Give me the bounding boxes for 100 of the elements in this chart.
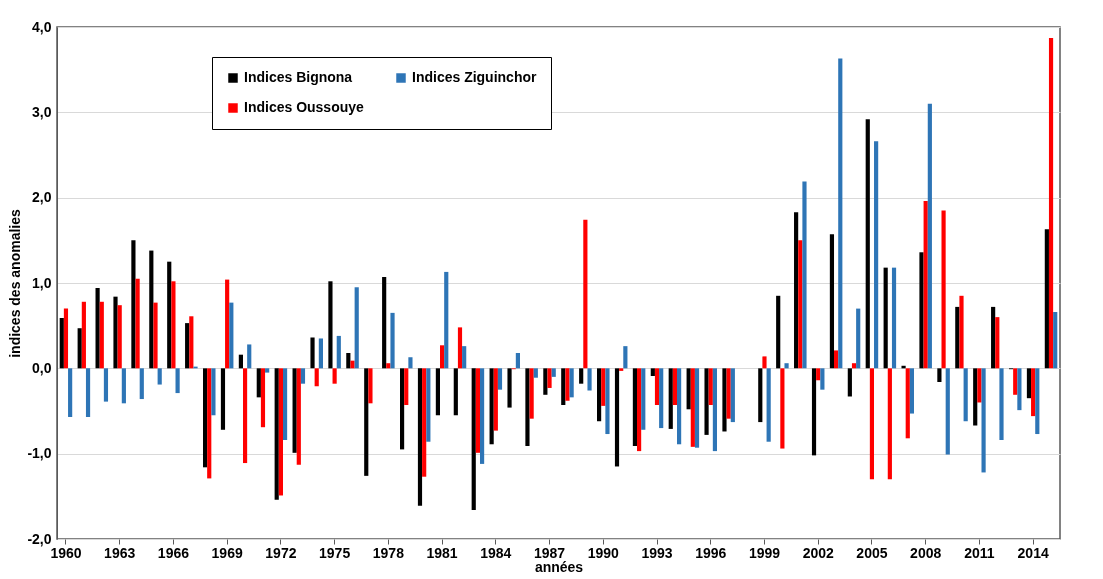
bar: [1035, 368, 1040, 435]
bar: [838, 58, 843, 369]
bar: [149, 250, 154, 369]
bar: [399, 368, 405, 450]
bar: [497, 368, 503, 390]
bar: [776, 295, 781, 369]
bar: [426, 368, 431, 442]
bar: [1048, 38, 1054, 369]
bar: [963, 368, 968, 422]
bar: [1026, 368, 1032, 399]
y-tick-label: -1,0: [27, 445, 52, 462]
bar: [811, 368, 817, 456]
bar: [471, 368, 476, 510]
bar: [694, 368, 700, 448]
bar: [794, 212, 799, 369]
x-tick-label: 2002: [802, 544, 834, 561]
bar: [439, 345, 445, 369]
bar: [59, 317, 64, 369]
bar: [139, 368, 144, 400]
bar: [493, 368, 498, 431]
x-tick-label: 2008: [910, 544, 942, 561]
bar: [475, 368, 480, 453]
bar: [909, 368, 915, 414]
x-axis-title: années: [534, 558, 584, 575]
bar: [117, 305, 122, 369]
bar: [390, 312, 395, 369]
bar: [220, 368, 226, 430]
bar: [668, 368, 673, 429]
bar: [901, 365, 906, 369]
bar: [632, 368, 638, 446]
x-tick-label: 1987: [533, 544, 566, 561]
bar: [569, 368, 574, 398]
bar: [135, 278, 140, 369]
bar: [847, 368, 852, 397]
bar: [207, 368, 212, 479]
bar: [981, 368, 986, 473]
bar: [113, 296, 118, 369]
bar: [310, 337, 315, 369]
bar: [453, 368, 458, 416]
bar: [336, 335, 341, 369]
bar: [605, 368, 610, 435]
bar: [726, 368, 731, 419]
y-tick-label: 2,0: [32, 189, 52, 206]
bar: [758, 368, 763, 423]
bar: [955, 306, 960, 369]
bar: [457, 327, 463, 369]
bar: [300, 368, 306, 384]
bar: [211, 368, 216, 416]
x-tick-label: 1969: [211, 544, 243, 561]
bar: [856, 308, 861, 369]
bar: [995, 317, 1000, 369]
bar: [368, 368, 373, 404]
bar: [1053, 312, 1058, 369]
bar: [798, 240, 803, 369]
bar: [529, 368, 534, 419]
bar: [941, 210, 946, 369]
bar: [364, 368, 369, 476]
bar: [551, 368, 556, 377]
bar: [314, 368, 319, 387]
bar: [81, 301, 86, 369]
bar: [834, 350, 839, 369]
bar: [802, 181, 807, 369]
x-tick-label: 1966: [157, 544, 190, 561]
bar: [905, 368, 910, 439]
bar: [973, 368, 978, 426]
bar: [95, 288, 100, 369]
bar: [332, 368, 337, 384]
bar: [422, 368, 427, 477]
bar: [722, 368, 727, 432]
bar: [85, 368, 91, 417]
bar: [525, 368, 530, 446]
bar: [579, 368, 584, 384]
bar: [614, 368, 620, 467]
x-tick-label: 2014: [1017, 544, 1049, 561]
bar: [637, 368, 642, 452]
bar: [346, 352, 351, 369]
bar: [601, 368, 606, 406]
bar: [328, 281, 333, 369]
bar: [977, 368, 982, 403]
bar: [507, 368, 512, 408]
bar: [712, 368, 718, 452]
bar: [937, 368, 942, 382]
x-tick-label: 2011: [964, 544, 995, 561]
bar: [435, 368, 440, 416]
bar: [891, 267, 897, 369]
x-tick-label: 1984: [480, 544, 512, 561]
bar: [686, 368, 691, 410]
y-tick-label: -2,0: [27, 530, 52, 547]
x-tick-label: 1981: [426, 544, 458, 561]
bar: [883, 267, 888, 369]
bar: [1017, 368, 1022, 411]
bar: [157, 368, 162, 385]
bar: [229, 302, 234, 369]
bar: [350, 360, 355, 369]
bar: [296, 368, 301, 465]
bar: [256, 368, 261, 398]
bar: [479, 368, 485, 464]
bar: [189, 316, 194, 369]
bar: [103, 368, 109, 402]
bar: [959, 295, 964, 369]
